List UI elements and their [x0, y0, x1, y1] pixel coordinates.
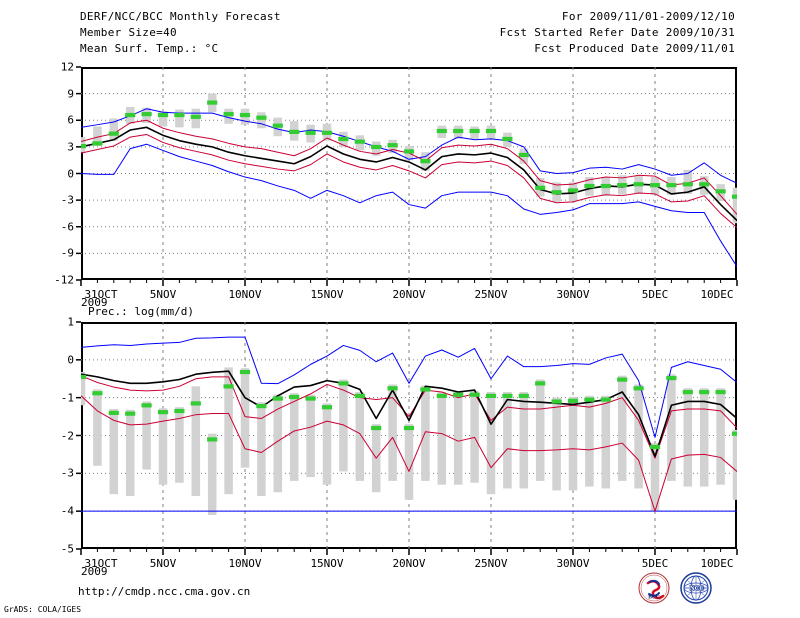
temperature-x-tick-label: 30NOV [556, 288, 590, 301]
temperature-x-tick-label: 10NOV [228, 288, 262, 301]
temperature-x-tick-label: 15NOV [310, 288, 344, 301]
temperature-y-tick-label: -6 [60, 220, 74, 234]
temperature-x-tick-label: 5NOV [149, 288, 177, 301]
svg-text:NCC: NCC [690, 585, 704, 592]
precipitation-y-tick-label: 1 [67, 315, 74, 329]
fcst-started-date: Fcst Started Refer Date 2009/10/31 [499, 26, 735, 39]
precipitation-x-tick-label: 5NOV [149, 557, 177, 570]
precipitation-x-tick-label: 31OCT [84, 557, 118, 570]
bcc-logo-icon: BCC [638, 572, 670, 604]
precipitation-y-tick-label: 0 [67, 353, 74, 367]
temperature-chart-panel: 12 9 6 3 0 -3 -6 -9 -12 31OCT 5NOV 10NOV 15NOV 20NOV… [0, 0, 800, 309]
precipitation-x-tick-label: 20NOV [392, 557, 426, 570]
cmdp-url[interactable]: http://cmdp.ncc.cma.gov.cn [78, 585, 251, 598]
precipitation-y-tick-label: -1 [60, 391, 74, 405]
precipitation-x-tick-label: 10DEC [700, 557, 734, 570]
precipitation-x-tick-label: 25NOV [474, 557, 508, 570]
precipitation-panel-title: Prec.: log(mm/d) [88, 305, 194, 318]
temperature-x-tick-label: 25NOV [474, 288, 508, 301]
precipitation-y-tick-label: -3 [60, 466, 74, 480]
temperature-y-tick-label: 0 [67, 167, 74, 180]
temperature-y-tick-label: -12 [54, 273, 74, 287]
temperature-x-tick-label: 5DEC [641, 288, 669, 301]
forecast-title: DERF/NCC/BCC Monthly Forecast [80, 10, 281, 23]
ncc-logo-icon: NCC [680, 572, 712, 604]
fcst-produced-date: Fcst Produced Date 2009/11/01 [534, 42, 735, 55]
precipitation-x-tick-label: 15NOV [310, 557, 344, 570]
forecast-period: For 2009/11/01-2009/12/10 [561, 10, 735, 23]
precipitation-x-tick-label: 5DEC [641, 557, 669, 570]
precipitation-y-tick-label: -5 [60, 542, 74, 556]
member-size-label: Member Size=40 [80, 26, 177, 39]
temperature-plot-area [76, 66, 738, 286]
temperature-y-tick-label: 6 [67, 113, 74, 127]
precipitation-y-tick-label: -4 [60, 504, 74, 518]
temperature-y-tick-label: 12 [60, 60, 74, 74]
temperature-y-tick-label: 3 [67, 140, 74, 154]
temperature-y-tick-label: -9 [60, 246, 74, 260]
temperature-year-label: 2009 [81, 296, 108, 309]
precipitation-y-tick-label: -2 [60, 429, 74, 442]
grads-credit: GrADS: COLA/IGES [4, 605, 82, 614]
temp-panel-title: Mean Surf. Temp.: °C [80, 42, 219, 55]
temperature-y-tick-label: -3 [60, 193, 74, 207]
svg-text:BCC: BCC [648, 595, 660, 601]
precipitation-x-tick-label: 30NOV [556, 557, 590, 570]
temperature-y-tick-label: 9 [67, 87, 74, 101]
temperature-x-tick-label: 20NOV [392, 288, 426, 301]
precipitation-x-tick-label: 10NOV [228, 557, 262, 570]
temperature-x-tick-label: 10DEC [700, 288, 734, 301]
precipitation-year-label: 2009 [81, 565, 108, 578]
temperature-x-tick-label: 31OCT [84, 288, 118, 301]
